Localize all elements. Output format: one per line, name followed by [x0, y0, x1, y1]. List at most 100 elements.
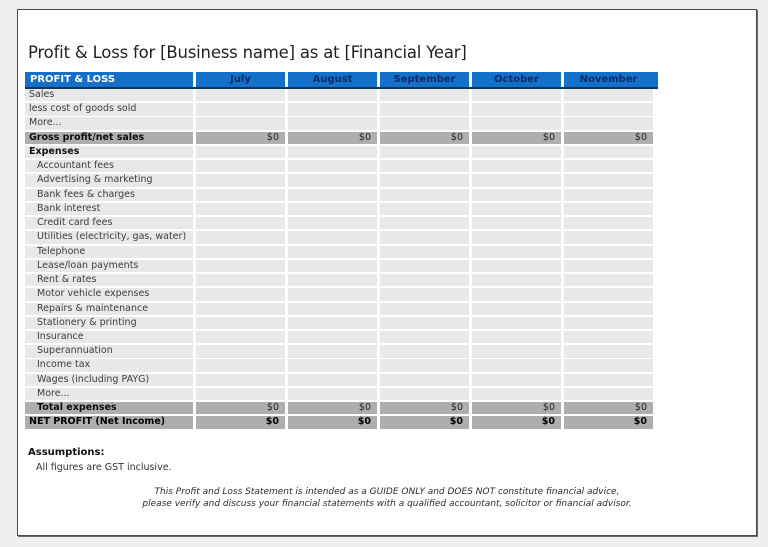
row-value-cell[interactable] — [196, 231, 288, 244]
row-value-cell[interactable] — [196, 302, 288, 315]
row-value-cell[interactable]: $0 — [564, 402, 653, 415]
row-label-cell[interactable]: More... — [25, 387, 196, 401]
row-value-cell[interactable]: $0 — [472, 402, 564, 415]
row-value-cell[interactable] — [288, 359, 380, 372]
row-value-cell[interactable]: $0 — [196, 402, 288, 415]
row-label-cell[interactable]: Repairs & maintenance — [25, 302, 196, 315]
row-value-cell[interactable] — [288, 103, 380, 116]
row-value-cell[interactable] — [196, 373, 288, 386]
row-value-cell[interactable] — [196, 202, 288, 216]
row-value-cell[interactable] — [380, 330, 472, 344]
row-value-cell[interactable] — [564, 145, 653, 159]
row-value-cell[interactable] — [196, 387, 288, 401]
row-value-cell[interactable] — [196, 117, 288, 130]
row-value-cell[interactable] — [564, 231, 653, 244]
row-value-cell[interactable] — [564, 274, 653, 287]
row-value-cell[interactable] — [472, 259, 564, 273]
row-value-cell[interactable] — [380, 202, 472, 216]
row-value-cell[interactable] — [564, 288, 653, 301]
row-value-cell[interactable] — [288, 387, 380, 401]
row-value-cell[interactable] — [288, 174, 380, 187]
row-value-cell[interactable] — [472, 103, 564, 116]
table-header-month-august[interactable]: August — [288, 72, 380, 87]
row-label-cell[interactable]: Income tax — [25, 359, 196, 372]
row-value-cell[interactable] — [380, 103, 472, 116]
row-value-cell[interactable] — [380, 387, 472, 401]
row-value-cell[interactable] — [564, 345, 653, 358]
table-header-month-july[interactable]: July — [196, 72, 288, 87]
row-value-cell[interactable] — [472, 202, 564, 216]
row-value-cell[interactable] — [288, 345, 380, 358]
row-label-cell[interactable]: Wages (including PAYG) — [25, 373, 196, 386]
row-label-cell[interactable]: More... — [25, 117, 196, 130]
row-label-cell[interactable]: Insurance — [25, 330, 196, 344]
row-value-cell[interactable] — [564, 259, 653, 273]
row-value-cell[interactable] — [288, 288, 380, 301]
row-value-cell[interactable] — [472, 345, 564, 358]
row-value-cell[interactable] — [288, 245, 380, 258]
row-value-cell[interactable] — [288, 330, 380, 344]
row-value-cell[interactable]: $0 — [196, 131, 288, 144]
row-value-cell[interactable] — [196, 103, 288, 116]
row-value-cell[interactable] — [472, 160, 564, 173]
table-header-month-october[interactable]: October — [472, 72, 564, 87]
row-label-cell[interactable]: Rent & rates — [25, 274, 196, 287]
row-label-cell[interactable]: Motor vehicle expenses — [25, 288, 196, 301]
row-value-cell[interactable]: $0 — [472, 416, 564, 429]
row-value-cell[interactable] — [288, 217, 380, 230]
row-label-cell[interactable]: Gross profit/net sales — [25, 131, 196, 144]
row-label-cell[interactable]: Expenses — [25, 145, 196, 159]
row-value-cell[interactable] — [472, 302, 564, 315]
row-value-cell[interactable] — [288, 231, 380, 244]
row-value-cell[interactable] — [380, 302, 472, 315]
row-label-cell[interactable]: Accountant fees — [25, 160, 196, 173]
row-value-cell[interactable] — [288, 259, 380, 273]
row-value-cell[interactable] — [196, 274, 288, 287]
row-value-cell[interactable]: $0 — [380, 416, 472, 429]
row-value-cell[interactable] — [564, 160, 653, 173]
table-header-label[interactable]: PROFIT & LOSS — [25, 72, 196, 87]
row-label-cell[interactable]: NET PROFIT (Net Income) — [25, 416, 196, 429]
row-value-cell[interactable] — [472, 89, 564, 102]
row-value-cell[interactable] — [380, 145, 472, 159]
row-value-cell[interactable] — [196, 359, 288, 372]
row-value-cell[interactable] — [380, 359, 472, 372]
row-value-cell[interactable] — [564, 387, 653, 401]
row-value-cell[interactable] — [380, 174, 472, 187]
row-label-cell[interactable]: Telephone — [25, 245, 196, 258]
row-value-cell[interactable] — [380, 89, 472, 102]
row-value-cell[interactable] — [380, 217, 472, 230]
row-value-cell[interactable] — [564, 217, 653, 230]
row-value-cell[interactable]: $0 — [564, 416, 653, 429]
row-value-cell[interactable] — [564, 330, 653, 344]
row-value-cell[interactable] — [196, 345, 288, 358]
row-label-cell[interactable]: Stationery & printing — [25, 316, 196, 330]
row-value-cell[interactable] — [564, 202, 653, 216]
row-value-cell[interactable]: $0 — [288, 402, 380, 415]
row-value-cell[interactable] — [288, 145, 380, 159]
row-value-cell[interactable] — [196, 188, 288, 201]
row-value-cell[interactable] — [380, 345, 472, 358]
row-value-cell[interactable] — [288, 316, 380, 330]
row-label-cell[interactable]: Total expenses — [25, 402, 196, 415]
row-value-cell[interactable] — [196, 217, 288, 230]
row-value-cell[interactable] — [472, 245, 564, 258]
row-value-cell[interactable] — [472, 145, 564, 159]
row-value-cell[interactable] — [380, 160, 472, 173]
row-label-cell[interactable]: Sales — [25, 89, 196, 102]
row-value-cell[interactable] — [196, 330, 288, 344]
row-value-cell[interactable]: $0 — [288, 131, 380, 144]
row-value-cell[interactable]: $0 — [564, 131, 653, 144]
row-value-cell[interactable] — [288, 188, 380, 201]
row-value-cell[interactable] — [380, 316, 472, 330]
row-value-cell[interactable] — [380, 231, 472, 244]
row-value-cell[interactable] — [472, 188, 564, 201]
row-value-cell[interactable] — [380, 288, 472, 301]
row-value-cell[interactable]: $0 — [196, 416, 288, 429]
row-value-cell[interactable] — [196, 89, 288, 102]
row-label-cell[interactable]: Superannuation — [25, 345, 196, 358]
row-value-cell[interactable] — [472, 174, 564, 187]
row-value-cell[interactable] — [472, 373, 564, 386]
row-value-cell[interactable] — [196, 174, 288, 187]
row-value-cell[interactable] — [196, 145, 288, 159]
